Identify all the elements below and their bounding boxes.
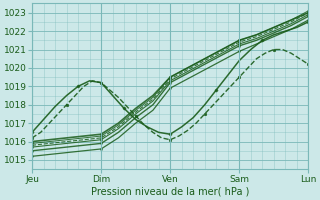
- X-axis label: Pression niveau de la mer( hPa ): Pression niveau de la mer( hPa ): [91, 187, 249, 197]
